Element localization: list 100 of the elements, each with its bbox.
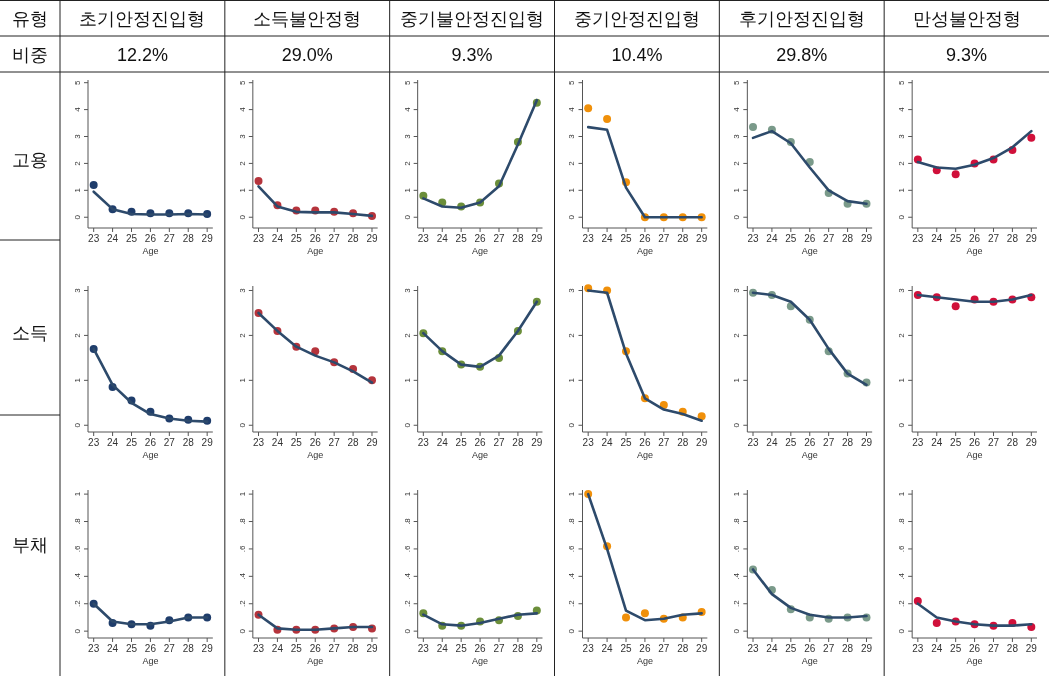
x-tick-label: 26 — [639, 643, 651, 654]
x-tick-label: 25 — [950, 437, 962, 448]
y-tick-label: .6 — [402, 545, 412, 553]
x-tick-label: 23 — [912, 643, 924, 654]
x-tick-label: 28 — [1006, 437, 1019, 448]
x-tick-label: 23 — [747, 233, 760, 244]
y-tick-label: 1 — [237, 187, 247, 193]
point — [749, 123, 758, 132]
x-tick-label: 29 — [366, 233, 378, 244]
x-tick-label: 23 — [252, 643, 265, 654]
y-tick-label: .8 — [73, 517, 82, 525]
y-tick-label: 4 — [567, 106, 577, 112]
x-tick-label: 26 — [639, 437, 651, 448]
text: 중기불안정진입형 — [400, 9, 545, 29]
x-tick-label: 25 — [290, 643, 303, 654]
x-tick-label: 24 — [271, 437, 284, 448]
x-tick-label: 23 — [747, 643, 760, 654]
y-tick-label: 2 — [567, 332, 577, 338]
y-tick-label: 2 — [237, 160, 247, 166]
x-tick-label: 27 — [163, 643, 176, 654]
x-tick-label: 29 — [366, 437, 378, 448]
y-tick-label: .8 — [897, 517, 907, 525]
y-tick-label: 0 — [567, 628, 577, 634]
x-tick-label: 26 — [804, 643, 816, 654]
x-tick-label: 24 — [766, 643, 778, 654]
x-tick-label: 24 — [931, 643, 943, 654]
y-tick-label: 2 — [732, 160, 742, 166]
y-tick-label: 1 — [237, 491, 247, 497]
x-tick-label: 27 — [823, 233, 835, 244]
x-tick-label: 28 — [182, 643, 195, 654]
x-tick-label: 25 — [785, 643, 797, 654]
x-tick-label: 29 — [860, 437, 873, 448]
x-tick-label: 25 — [125, 233, 138, 244]
x-axis-title: Age — [636, 450, 653, 460]
point — [697, 412, 706, 421]
x-tick-label: 24 — [271, 233, 284, 244]
x-tick-label: 27 — [658, 233, 670, 244]
x-tick-label: 27 — [493, 233, 505, 244]
y-tick-label: 2 — [897, 160, 907, 166]
y-tick-label: 0 — [237, 628, 247, 634]
x-axis-title: Age — [307, 246, 324, 256]
x-tick-label: 26 — [309, 233, 322, 244]
y-tick-label: 5 — [402, 79, 412, 85]
y-tick-label: 3 — [897, 287, 907, 293]
y-tick-label: .2 — [897, 599, 907, 608]
x-tick-label: 29 — [860, 643, 873, 654]
y-tick-label: .6 — [567, 545, 577, 553]
x-tick-label: 24 — [271, 643, 284, 654]
text: 소득 — [12, 323, 48, 343]
x-axis-title: Age — [966, 450, 983, 460]
point — [932, 618, 941, 627]
y-tick-label: 1 — [732, 377, 742, 383]
y-tick-label: .8 — [402, 517, 412, 525]
x-tick-label: 29 — [201, 233, 214, 244]
point — [1027, 133, 1036, 142]
x-tick-label: 29 — [201, 643, 214, 654]
x-axis-title: Age — [801, 246, 818, 256]
y-tick-label: 5 — [73, 79, 82, 85]
x-tick-label: 25 — [455, 643, 468, 654]
text: 12.2% — [116, 45, 168, 65]
x-tick-label: 23 — [582, 233, 595, 244]
y-tick-label: 1 — [73, 377, 82, 383]
y-tick-label: 5 — [567, 79, 577, 85]
x-tick-label: 27 — [987, 437, 1000, 448]
x-tick-label: 23 — [88, 233, 100, 244]
text: 9.3% — [946, 45, 988, 65]
x-axis-title: Age — [472, 656, 489, 666]
x-tick-label: 25 — [620, 233, 632, 244]
x-tick-label: 29 — [531, 437, 543, 448]
y-tick-label: 0 — [237, 422, 247, 428]
x-tick-label: 28 — [677, 643, 689, 654]
x-tick-label: 27 — [658, 643, 670, 654]
x-tick-label: 25 — [785, 437, 797, 448]
text: 29.0% — [281, 45, 333, 65]
y-tick-label: 2 — [73, 332, 82, 338]
point — [951, 170, 960, 179]
x-tick-label: 28 — [347, 437, 360, 448]
y-tick-label: 4 — [402, 106, 412, 112]
x-tick-label: 29 — [531, 233, 543, 244]
y-tick-label: 0 — [897, 422, 907, 428]
y-tick-label: 1 — [567, 187, 577, 193]
x-tick-label: 24 — [766, 233, 778, 244]
text: 고용 — [12, 150, 48, 170]
x-tick-label: 25 — [290, 233, 303, 244]
y-tick-label: 5 — [897, 79, 907, 85]
x-tick-label: 26 — [309, 437, 322, 448]
y-tick-label: 1 — [402, 377, 412, 383]
x-tick-label: 27 — [163, 437, 176, 448]
y-tick-label: 2 — [402, 332, 412, 338]
x-tick-label: 28 — [677, 233, 689, 244]
x-axis-title: Age — [307, 450, 324, 460]
y-tick-label: .4 — [897, 572, 907, 580]
y-tick-label: 1 — [237, 377, 247, 383]
x-tick-label: 27 — [987, 233, 1000, 244]
x-tick-label: 27 — [493, 437, 505, 448]
text: 비중 — [12, 45, 48, 65]
x-tick-label: 27 — [987, 643, 1000, 654]
y-tick-label: .6 — [897, 545, 907, 553]
x-tick-label: 25 — [125, 437, 138, 448]
y-tick-label: 0 — [897, 628, 907, 634]
